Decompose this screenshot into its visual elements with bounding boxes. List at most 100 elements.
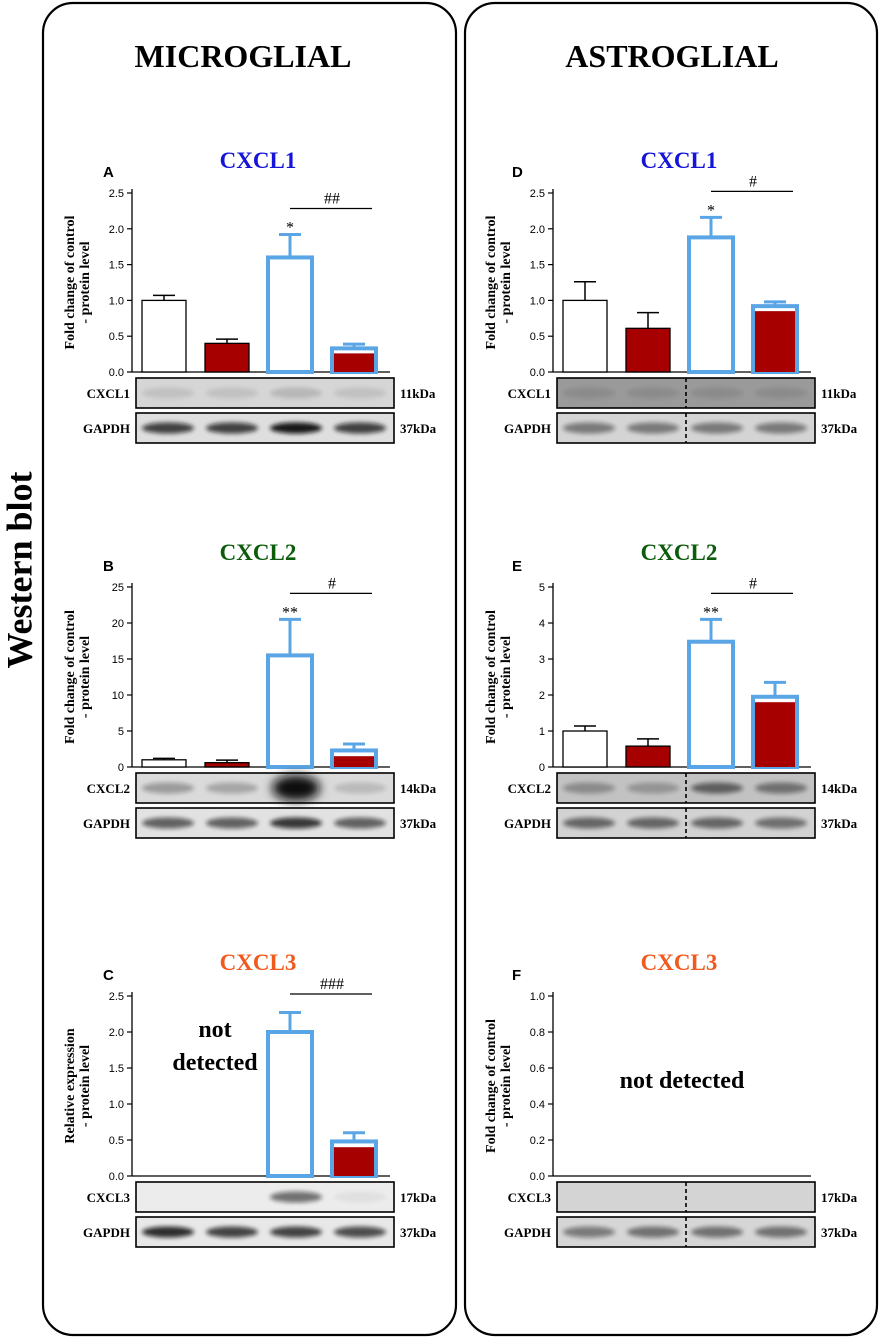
y-tick-label: 25 xyxy=(112,582,124,594)
blot-kda-label: 14kDa xyxy=(821,781,858,796)
y-tick-label: 1.5 xyxy=(530,260,545,272)
blot-row-gapdh: GAPDH 37kDa xyxy=(83,807,437,839)
blot-row-cxcl3: CXCL3 17kDa xyxy=(508,1181,858,1213)
y-tick-label: 15 xyxy=(112,654,124,666)
comparison-marker: # xyxy=(749,575,757,592)
bar-inner-fill xyxy=(334,353,374,372)
blot-protein-label: CXCL2 xyxy=(508,781,551,796)
blot-row-cxcl2: CXCL2 14kDa xyxy=(87,772,437,804)
bar xyxy=(562,730,608,768)
blot-band xyxy=(206,817,258,829)
blot-band xyxy=(142,1226,194,1238)
y-axis-label: Fold change of control xyxy=(63,610,78,744)
bar xyxy=(204,342,250,373)
y-tick-label: 1.0 xyxy=(530,295,545,307)
blot-kda-label: 37kDa xyxy=(821,1225,858,1240)
chart-title: CXCL2 xyxy=(641,540,718,565)
blot-protein-label: GAPDH xyxy=(83,816,130,831)
chart-b: B CXCL2 Fold change of control - protein le… xyxy=(63,540,437,839)
blot-band xyxy=(206,782,258,794)
bar xyxy=(266,653,314,770)
bar xyxy=(266,255,314,374)
blot-band xyxy=(627,817,679,829)
blot-band xyxy=(691,422,743,434)
bar xyxy=(625,327,671,373)
blot-row-gapdh: GAPDH 37kDa xyxy=(504,1216,858,1248)
y-tick-label: 2.0 xyxy=(109,1027,124,1039)
blot-protein-label: GAPDH xyxy=(83,1225,130,1240)
blot-band xyxy=(272,775,320,801)
y-tick-label: 1.0 xyxy=(530,991,545,1003)
blot-band xyxy=(270,422,322,434)
y-tick-label: 3 xyxy=(539,654,545,666)
panel-letter: D xyxy=(512,164,523,181)
blot-row-cxcl1: CXCL1 11kDa xyxy=(87,377,436,409)
blot-kda-label: 37kDa xyxy=(821,421,858,436)
y-tick-label: 0.5 xyxy=(109,1135,124,1147)
y-tick-label: 0 xyxy=(539,762,545,774)
chart-c: C CXCL3 Relative expression - protein level… xyxy=(63,950,437,1248)
y-tick-label: 2.5 xyxy=(530,188,545,200)
comparison-marker: # xyxy=(749,173,757,190)
not-detected-note: detected xyxy=(172,1050,258,1076)
blot-band xyxy=(206,1226,258,1238)
chart-title: CXCL1 xyxy=(641,148,718,173)
y-tick-label: 1.0 xyxy=(109,295,124,307)
bar xyxy=(625,745,671,768)
y-axis-label: Fold change of control xyxy=(63,215,78,349)
blot-row-cxcl1: CXCL1 11kDa xyxy=(508,377,857,409)
bar xyxy=(141,759,187,768)
bar xyxy=(266,1030,314,1178)
y-tick-label: 2.0 xyxy=(109,224,124,236)
y-axis-label: - protein level xyxy=(499,636,514,718)
blot-band xyxy=(334,817,386,829)
y-axis-label: - protein level xyxy=(78,241,93,323)
bar-inner-fill xyxy=(334,756,374,767)
blot-band xyxy=(627,387,679,399)
blot-band xyxy=(142,422,194,434)
y-tick-label: 1.0 xyxy=(109,1099,124,1111)
blot-protein-label: GAPDH xyxy=(504,816,551,831)
bar-inner-fill xyxy=(755,702,795,767)
microglial-heading: MICROGLIAL xyxy=(135,38,352,74)
blot-row-gapdh: GAPDH 37kDa xyxy=(504,412,858,444)
blot-kda-label: 11kDa xyxy=(400,386,436,401)
comparison-marker: ## xyxy=(324,191,340,208)
panel-letter: E xyxy=(512,558,522,575)
blot-band xyxy=(334,387,386,399)
chart-d: D CXCL1 Fold change of control - protein le… xyxy=(484,148,858,444)
blot-band xyxy=(270,1191,322,1203)
bar xyxy=(141,299,187,373)
blot-band xyxy=(627,782,679,794)
bar xyxy=(687,235,735,374)
y-tick-label: 0.0 xyxy=(109,1171,124,1183)
blot-band xyxy=(691,387,743,399)
blot-kda-label: 37kDa xyxy=(400,421,437,436)
y-tick-label: 2.5 xyxy=(109,991,124,1003)
y-tick-label: 5 xyxy=(118,726,124,738)
y-tick-label: 5 xyxy=(539,582,545,594)
blot-kda-label: 11kDa xyxy=(821,386,857,401)
blot-kda-label: 37kDa xyxy=(821,816,858,831)
y-axis-label: - protein level xyxy=(78,636,93,718)
significance-marker: * xyxy=(707,202,715,219)
comparison-marker: ### xyxy=(320,976,344,993)
blot-band xyxy=(691,782,743,794)
blot-band xyxy=(206,387,258,399)
blot-band xyxy=(142,387,194,399)
y-axis-label: Fold change of control xyxy=(484,1019,499,1153)
blot-protein-label: CXCL1 xyxy=(508,386,551,401)
y-axis-label: Relative expression xyxy=(63,1028,78,1143)
chart-e: E CXCL2 Fold change of control - protein le… xyxy=(484,540,858,839)
chart-title: CXCL1 xyxy=(220,148,297,173)
blot-kda-label: 14kDa xyxy=(400,781,437,796)
blot-band xyxy=(755,782,807,794)
y-tick-label: 0 xyxy=(118,762,124,774)
y-axis-label: Fold change of control xyxy=(484,215,499,349)
blot-band xyxy=(563,422,615,434)
blot-band xyxy=(206,422,258,434)
y-tick-label: 2.0 xyxy=(530,224,545,236)
chart-title: CXCL3 xyxy=(641,950,718,975)
